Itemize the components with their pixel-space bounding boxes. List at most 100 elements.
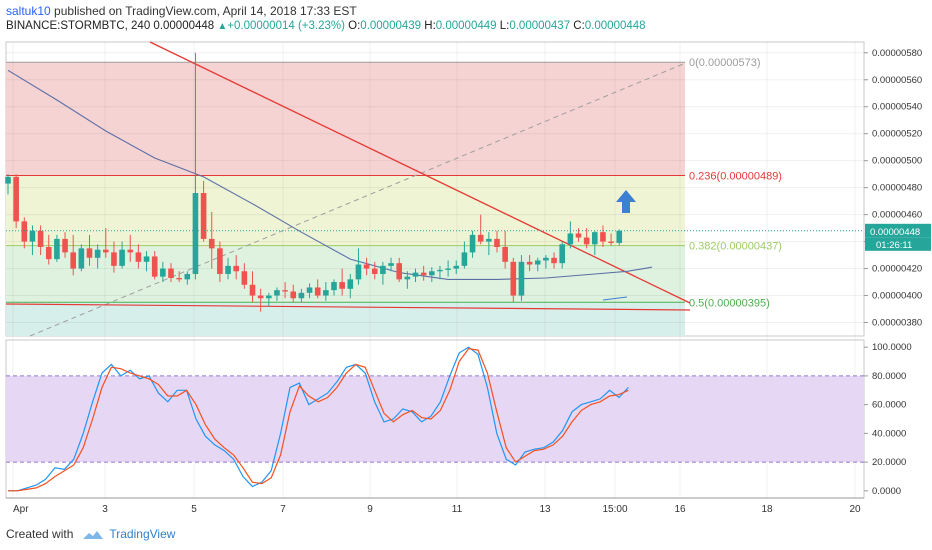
price-change: +0.00000014 (+3.23%) [227, 20, 345, 32]
candle-body [420, 272, 427, 276]
candle-body [127, 249, 134, 253]
fib-zone-0382-05 [6, 245, 685, 303]
time-axis-label: 16 [674, 504, 686, 515]
candle-body [477, 234, 484, 242]
low-label: L: [499, 20, 510, 32]
candle-body [518, 261, 525, 296]
stoch-axis-label: 20.0000 [872, 457, 906, 468]
candle-body [404, 276, 411, 280]
candle-body [151, 256, 158, 277]
up-arrow-icon [616, 190, 636, 213]
candle-body [54, 238, 60, 260]
candle-body [323, 290, 329, 296]
candle-body [249, 284, 256, 296]
price-axis-label: 0.00000400 [872, 291, 922, 302]
candle-body [583, 237, 590, 245]
candle-body [486, 238, 492, 242]
candle-body [510, 261, 517, 296]
candle-body [241, 271, 248, 285]
candle-body [257, 295, 264, 299]
candle-body [453, 265, 460, 269]
support-line [5, 303, 691, 311]
price-axis-label: 0.00000500 [872, 156, 922, 167]
price-axis-label: 0.00000380 [872, 318, 922, 329]
time-axis-label: 11 [452, 504, 463, 515]
candle-body [429, 271, 435, 276]
open-label: O: [348, 20, 361, 32]
candle-body [559, 244, 565, 264]
candle-body [526, 261, 533, 265]
published-text: published on TradingView.com, April 14, … [54, 4, 357, 18]
fib-level-label: 0(0.00000573) [689, 57, 761, 69]
candle-body [135, 252, 142, 262]
time-axis-label: 20 [849, 504, 861, 515]
price-axis-label: 0.00000460 [872, 210, 922, 221]
candle-body [469, 234, 476, 253]
time-axis-label: 3 [102, 504, 108, 515]
candle-body [306, 287, 313, 293]
author-link[interactable]: saltuk10 [6, 4, 51, 18]
candle-body [184, 273, 191, 280]
candle-body [355, 264, 362, 280]
stoch-axis-label: 100.0000 [872, 342, 912, 353]
time-axis-label: 5 [191, 504, 197, 515]
close-value: 0.00000448 [584, 20, 646, 32]
stoch-axis-label: 80.0000 [872, 371, 906, 382]
chart-canvas[interactable]: 0(0.00000573) 0.236(0.00000489) 0.382(0.00… [0, 0, 932, 525]
candle-body [567, 233, 574, 245]
candle-body [62, 238, 68, 253]
last-price-badge-text: 0.00000448 [870, 227, 920, 238]
drawing-line-small [602, 296, 628, 301]
candle-body [445, 268, 451, 270]
descending-trendline [149, 41, 691, 304]
candle-body [331, 282, 337, 291]
candle-body [21, 221, 28, 242]
price-axis-label: 0.00000520 [872, 129, 922, 140]
symbol-label: BINANCE:STORMBTC, 240 [6, 20, 151, 32]
tradingview-logo-icon [83, 529, 104, 539]
time-axis-label: 13 [539, 504, 551, 515]
time-axis-label: 7 [280, 504, 286, 515]
countdown-badge-text: 01:26:11 [876, 240, 912, 251]
time-axis-label: 15:00 [602, 504, 627, 515]
candle-body [575, 233, 582, 238]
fib-zone-below-05 [6, 302, 685, 336]
candle-body [347, 279, 354, 289]
candle-body [233, 265, 239, 272]
tradingview-brand-link[interactable]: TradingView [109, 527, 176, 541]
candle-body [494, 238, 500, 247]
countdown-badge [865, 237, 931, 251]
candle-body [534, 260, 541, 265]
candle-body [608, 241, 614, 243]
candle-body [388, 263, 394, 266]
stochastic-d-line [8, 347, 629, 492]
stoch-axis-label: 40.0000 [872, 428, 906, 439]
price-axis-label: 0.00000480 [872, 183, 922, 194]
candle-body [616, 230, 623, 243]
candle-body [119, 249, 125, 266]
candle-body [143, 256, 150, 262]
stochastic-k-line [8, 346, 629, 492]
candle-body [86, 248, 93, 258]
candle-body [551, 257, 557, 264]
candle-body [412, 272, 419, 277]
candle-body [502, 246, 508, 262]
candle-body [363, 264, 370, 269]
fib-level-label: 0.5(0.00000395) [689, 297, 770, 309]
candle-body [314, 287, 321, 296]
candle-body [94, 249, 101, 258]
created-with-label: Created with [6, 527, 74, 541]
high-label: H: [424, 20, 436, 32]
price-axis-label: 0.00000580 [872, 48, 922, 59]
candle-body [266, 295, 272, 299]
candle-body [437, 269, 443, 272]
candle-body [5, 176, 11, 184]
candle-body [200, 193, 207, 239]
candle-body [461, 252, 468, 266]
candle-body [380, 265, 386, 274]
candle-body [70, 252, 76, 269]
price-axis-label: 0.00000540 [872, 102, 922, 113]
fib-zone-0236-0382 [6, 175, 685, 246]
candle-body [160, 268, 166, 277]
up-triangle-icon: ▲ [217, 21, 228, 32]
